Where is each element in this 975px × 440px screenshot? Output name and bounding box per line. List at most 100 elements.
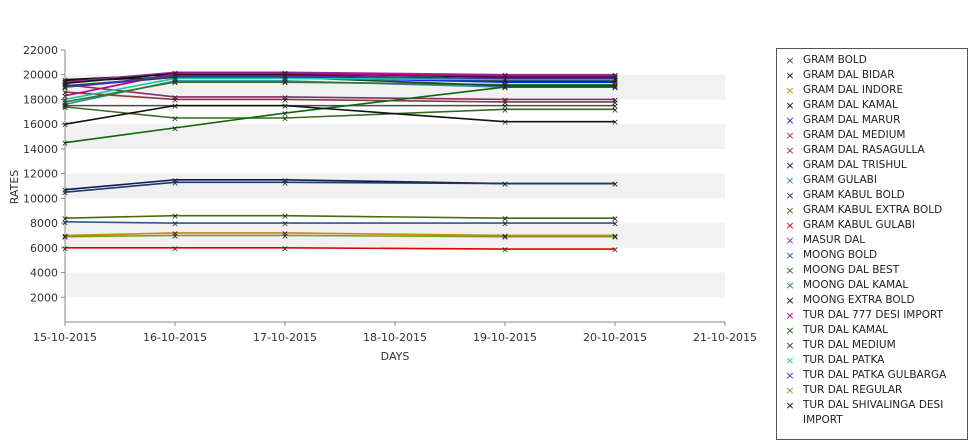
legend-item: × TUR DAL PATKA [777,353,967,368]
legend-label: GRAM DAL BIDAR [803,69,895,81]
legend-marker-icon: × [785,369,795,382]
legend-item: × GRAM DAL MARUR [777,113,967,128]
legend-label: MOONG DAL KAMAL [803,279,909,291]
legend-item: × MOONG DAL KAMAL [777,278,967,293]
line-chart: × × × × ×× × × × ×× × × × ×× × × × ××× × × ××× × × ××× × × ××× × × ×… [8,44,757,363]
data-point-marker: × [171,72,179,82]
x-tick-label: 19-10-2015 [473,331,537,344]
data-point-marker: × [501,98,509,108]
data-point-marker: × [501,84,509,94]
data-point-marker: × [281,102,289,112]
data-point-marker: × [171,75,179,85]
data-point-marker: × [61,92,69,102]
data-point-marker: × [501,246,509,256]
x-axis-title: DAYS [381,350,410,363]
data-point-marker: × [171,124,179,134]
data-point-marker: × [61,233,69,243]
data-point-marker: × [61,215,69,225]
series-line [64,232,615,237]
y-tick-label: 10000 [23,192,58,205]
data-point-marker: × [501,215,509,225]
data-point-marker: × [171,93,179,103]
series-6: ×× × × × [61,81,619,106]
series-10: × × × × × [61,212,619,224]
legend-item: × MOONG DAL BEST [777,263,967,278]
series-11: × × × × × [61,244,619,255]
y-tick-label: 18000 [23,93,58,106]
legend-label: GRAM KABUL GULABI [803,219,915,231]
legend-label: TUR DAL REGULAR [803,384,903,396]
y-tick-label: 22000 [23,44,58,57]
series-line [64,83,615,101]
data-point-marker: × [61,89,69,99]
data-point-marker: × [501,79,509,89]
legend-item: × TUR DAL PATKA GULBARGA [777,368,967,383]
grid-band [65,272,725,298]
series-line [64,75,615,88]
data-point-marker: × [501,233,509,243]
data-point-marker: × [171,70,179,80]
legend-marker-icon: × [785,384,795,397]
data-point-marker: × [281,115,289,125]
legend-item: × GRAM DAL KAMAL [777,98,967,113]
data-point-marker: × [501,82,509,92]
data-point-marker: × [611,180,619,190]
series-layer: × × × × ×× × × × ×× × × × ×× × × × ××× × × ××× × × ××× × × ××× × × ×… [61,69,619,256]
x-tick-label: 20-10-2015 [583,331,647,344]
data-point-marker: × [61,186,69,196]
data-point-marker: × [281,229,289,239]
data-point-marker: × [281,70,289,80]
data-point-marker: × [61,77,69,87]
data-point-marker: × [171,232,179,242]
legend-label: MOONG EXTRA BOLD [803,294,915,306]
series-line [64,221,615,224]
legend-item: × GRAM KABUL BOLD [777,188,967,203]
legend-item: × GRAM DAL INDORE [777,83,967,98]
data-point-marker: × [281,72,289,82]
legend-label: GRAM KABUL EXTRA BOLD [803,204,943,216]
legend-marker-icon: × [785,324,795,337]
data-point-marker: × [611,233,619,243]
legend-item: × GRAM DAL MEDIUM [777,128,967,143]
data-point-marker: × [501,180,509,190]
series-line [64,81,615,103]
data-point-marker: × [171,79,179,89]
legend-marker-icon: × [785,144,795,157]
data-point-marker: × [281,176,289,186]
data-point-marker: × [171,96,179,106]
data-point-marker: × [61,84,69,94]
x-tick-label: 15-10-2015 [33,331,97,344]
legend-marker-icon: × [785,69,795,82]
data-point-marker: × [611,82,619,92]
legend-label: TUR DAL PATKA GULBARGA [803,369,947,381]
legend-label: MASUR DAL [803,234,866,246]
y-tick-label: 8000 [30,217,58,230]
data-point-marker: × [611,79,619,89]
series-line [64,86,615,144]
series-20: ×× × × × [61,75,619,106]
data-point-marker: × [61,218,69,228]
legend-marker-icon: × [785,294,795,307]
y-tick-label: 2000 [30,291,58,304]
data-point-marker: × [281,212,289,222]
series-line [65,247,615,250]
data-point-marker: × [281,232,289,242]
legend-marker-icon: × [785,399,795,412]
legend-marker-icon: × [785,189,795,202]
y-tick-label: 14000 [23,143,58,156]
series-line [64,106,615,119]
data-point-marker: × [611,215,619,225]
data-point-marker: × [281,93,289,103]
data-point-marker: × [501,76,509,86]
x-tick-label: 16-10-2015 [143,331,207,344]
series-21: ×× × × × [61,72,619,93]
data-point-marker: × [171,244,179,254]
legend-marker-icon: × [785,159,795,172]
legend-marker-icon: × [785,219,795,232]
legend-marker-icon: × [785,114,795,127]
x-tick-label: 18-10-2015 [363,331,427,344]
y-axis-title: RATES [8,170,21,205]
legend-marker-icon: × [785,354,795,367]
data-point-marker: × [61,79,69,89]
legend-label: GRAM KABUL BOLD [803,189,905,201]
